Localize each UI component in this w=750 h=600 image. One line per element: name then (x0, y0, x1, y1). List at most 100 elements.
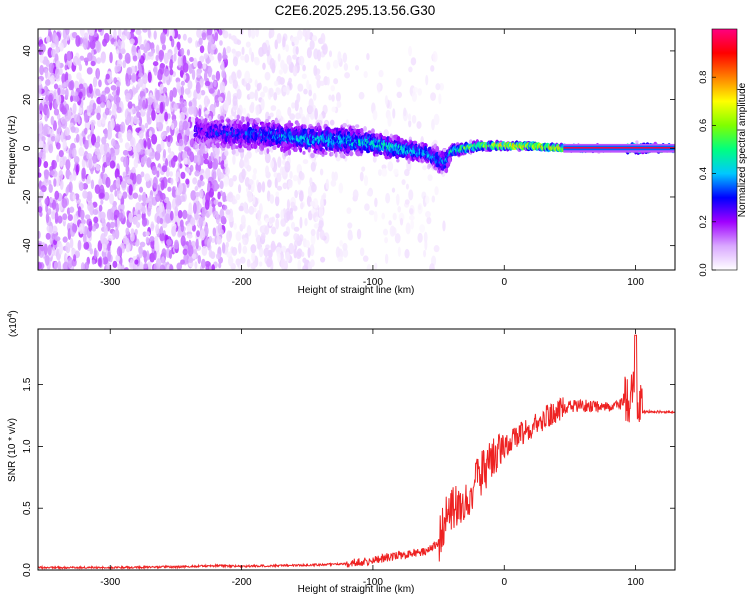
heatmap-cell (280, 258, 287, 270)
heatmap-cell (94, 147, 101, 156)
heatmap-cell (48, 62, 55, 74)
heatmap-cell (123, 156, 129, 168)
heatmap-cell (159, 101, 164, 114)
heatmap-cell (231, 246, 238, 256)
heatmap-cell (120, 180, 127, 189)
heatmap-cell (276, 185, 283, 191)
heatmap-cell (61, 198, 68, 209)
heatmap-cell (140, 205, 147, 214)
heatmap-cell (115, 254, 121, 262)
heatmap-cell (134, 152, 139, 163)
heatmap-cell (429, 263, 435, 270)
heatmap-cell (287, 106, 292, 117)
heatmap-cell (241, 168, 246, 180)
heatmap-cell (58, 122, 62, 133)
heatmap-cell (199, 78, 204, 88)
heatmap-cell (116, 84, 121, 96)
heatmap-cell (88, 158, 92, 170)
heatmap-cell (113, 41, 118, 47)
heatmap-cell (114, 218, 118, 228)
heatmap-cell (105, 157, 111, 167)
heatmap-cell (173, 53, 177, 62)
heatmap-cell (232, 95, 238, 107)
heatmap-cell (92, 76, 98, 88)
heatmap-cell (180, 85, 185, 96)
heatmap-cell (74, 95, 80, 102)
heatmap-cell (45, 232, 51, 240)
heatmap-cell (56, 154, 60, 163)
heatmap-cell (299, 216, 303, 229)
heatmap-cell (72, 170, 77, 181)
heatmap-cell (221, 60, 225, 72)
heatmap-cell (182, 120, 189, 131)
heatmap-cell (150, 221, 155, 232)
heatmap-cell (135, 29, 142, 35)
heatmap-cell (47, 208, 52, 216)
heatmap-cell (96, 57, 102, 64)
heatmap-cell (188, 239, 192, 251)
heatmap-cell (65, 186, 69, 196)
heatmap-cell (239, 256, 246, 264)
heatmap-cell (43, 126, 49, 136)
heatmap-cell (118, 131, 123, 140)
heatmap-cell (134, 228, 138, 236)
heatmap-cell (352, 189, 359, 200)
heatmap-cell (198, 37, 203, 46)
heatmap-cell (311, 35, 318, 42)
heatmap-cell (156, 143, 162, 154)
heatmap-cell (358, 91, 365, 100)
heatmap-cell (424, 195, 430, 205)
heatmap-cell (309, 200, 316, 207)
heatmap-cell (206, 238, 211, 251)
heatmap-cell (53, 83, 59, 90)
heatmap-cell (419, 224, 426, 233)
heatmap-cell (322, 43, 328, 55)
heatmap-cell (401, 179, 406, 186)
heatmap-cell (58, 169, 64, 180)
heatmap-cell (339, 239, 343, 247)
heatmap-cell (374, 262, 378, 270)
heatmap-cell (100, 53, 106, 64)
heatmap-cell (78, 107, 83, 115)
heatmap-cell (125, 227, 130, 236)
heatmap-cell (174, 239, 179, 250)
heatmap-cell (283, 231, 289, 237)
heatmap-cell (38, 113, 43, 120)
heatmap-cell (145, 231, 150, 237)
heatmap-cell (118, 52, 123, 60)
heatmap-cell (181, 106, 188, 113)
heatmap-cell (155, 224, 160, 235)
heatmap-cell (69, 95, 74, 103)
heatmap-cell (333, 78, 339, 85)
heatmap-cell (40, 185, 47, 193)
heatmap-cell (86, 67, 93, 75)
heatmap-cell (177, 231, 182, 238)
heatmap-cell (59, 179, 64, 191)
heatmap-cell (330, 179, 337, 187)
heatmap-cell (142, 250, 148, 258)
heatmap-cell (59, 161, 63, 167)
ridge-cell (370, 128, 375, 134)
heatmap-cell (219, 180, 224, 190)
heatmap-cell (178, 138, 184, 147)
heatmap-cell (114, 143, 120, 150)
heatmap-cell (198, 108, 202, 118)
heatmap-cell (328, 50, 333, 58)
heatmap-cell (110, 138, 116, 147)
heatmap-cell (264, 225, 270, 235)
heatmap-cell (364, 203, 370, 211)
heatmap-cell (218, 172, 225, 180)
heatmap-cell (149, 252, 155, 263)
heatmap-cell (45, 79, 51, 86)
heatmap-cell (69, 174, 74, 182)
heatmap-cell (208, 155, 212, 163)
heatmap-cell (368, 210, 375, 216)
heatmap-cell (285, 251, 290, 262)
heatmap-cell (408, 66, 413, 73)
heatmap-cell (311, 183, 317, 193)
heatmap-cell (410, 219, 414, 230)
heatmap-cell (178, 182, 184, 194)
heatmap-cell (189, 57, 194, 63)
heatmap-cell (113, 214, 118, 221)
